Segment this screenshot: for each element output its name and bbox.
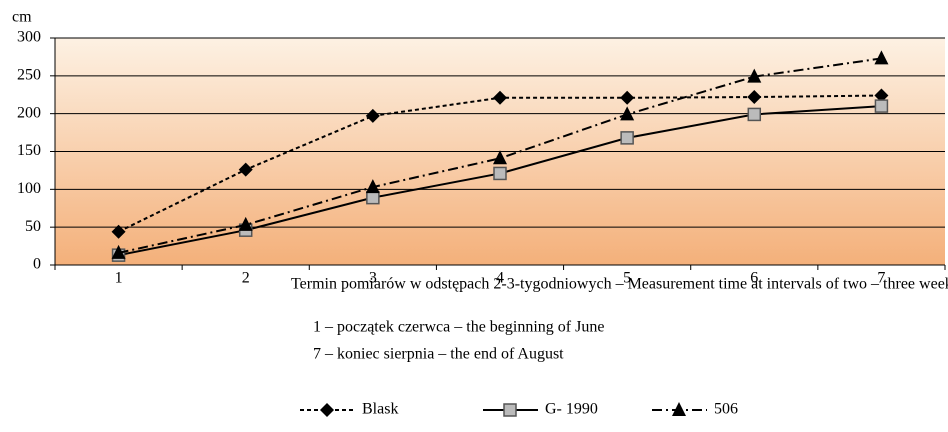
marker [111, 244, 126, 259]
marker [747, 90, 762, 105]
marker [620, 90, 635, 105]
x-tick-label: 2 [242, 270, 250, 287]
y-axis-label: cm [12, 9, 32, 26]
y-tick-label: 200 [17, 104, 41, 121]
legend-label: G- 1990 [545, 401, 598, 418]
marker [238, 216, 253, 231]
note: 1 – początek czerwca – the beginning of … [313, 319, 604, 336]
y-tick-label: 50 [25, 218, 41, 235]
legend-marker [320, 403, 334, 417]
y-tick-label: 250 [17, 67, 41, 84]
marker [620, 106, 635, 121]
legend-marker [503, 403, 517, 417]
marker [366, 190, 380, 205]
x-tick-label: 1 [115, 270, 123, 287]
marker [874, 99, 889, 113]
marker [493, 166, 507, 181]
marker [493, 90, 507, 105]
legend-label: 506 [714, 401, 738, 418]
marker [365, 179, 380, 194]
note: 7 – koniec sierpnia – the end of August [313, 346, 564, 363]
x-tick-label: 5 [623, 270, 631, 287]
x-tick-label: 6 [750, 270, 758, 287]
x-tick-label: 4 [496, 270, 504, 287]
x-tick-label: 7 [877, 270, 885, 287]
marker [620, 131, 634, 145]
x-tick-label: 3 [369, 270, 377, 287]
marker [747, 68, 762, 83]
x-axis-label: Termin pomiarów w odstępach 2-3-tygodnio… [291, 276, 948, 293]
marker [493, 150, 507, 165]
y-tick-label: 100 [17, 180, 41, 197]
y-tick-label: 300 [17, 29, 41, 46]
legend-marker [672, 402, 686, 416]
marker [747, 107, 762, 122]
marker [111, 224, 126, 239]
marker [365, 108, 380, 123]
y-tick-label: 0 [33, 256, 41, 273]
legend-label: Blask [362, 401, 398, 418]
marker [874, 50, 889, 65]
marker [874, 88, 889, 103]
y-tick-label: 150 [17, 142, 41, 159]
marker [238, 162, 253, 177]
